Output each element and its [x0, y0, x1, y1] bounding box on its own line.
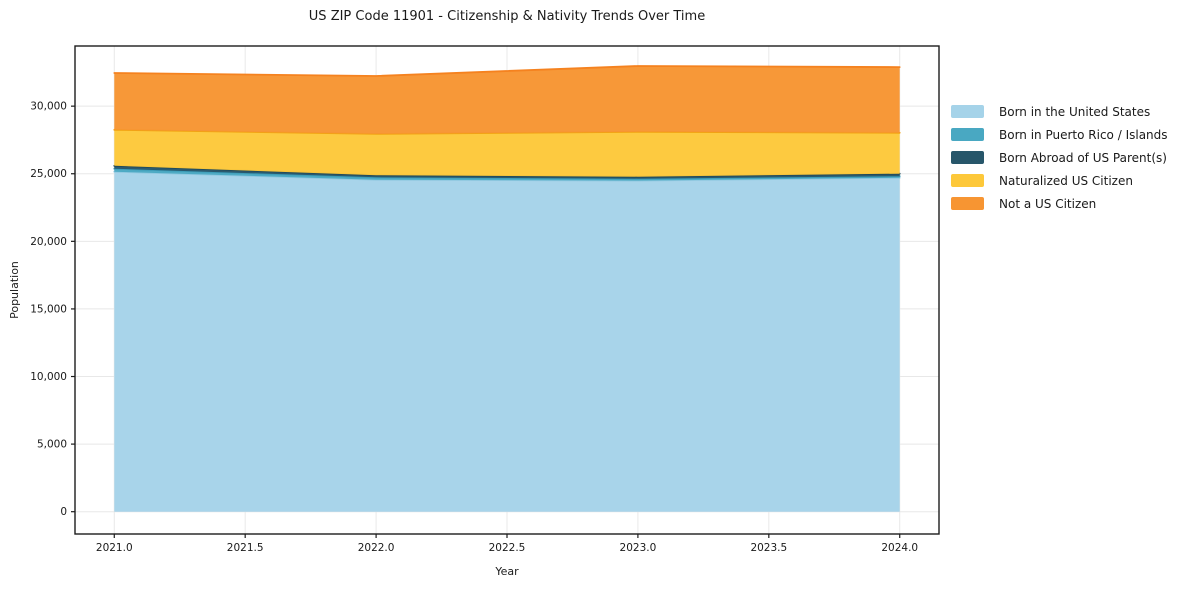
legend: Born in the United States Born in Puerto … — [951, 100, 1168, 215]
x-tick-label: 2021.5 — [227, 542, 264, 554]
legend-label: Not a US Citizen — [999, 196, 1097, 211]
chart-title: US ZIP Code 11901 - Citizenship & Nativi… — [308, 9, 706, 24]
legend-item-4: Not a US Citizen — [951, 192, 1168, 215]
y-tick-label: 30,000 — [30, 101, 67, 113]
x-tick-label: 2021.0 — [96, 542, 133, 554]
legend-label: Born in Puerto Rico / Islands — [999, 127, 1168, 142]
area-series-3 — [114, 129, 900, 177]
x-tick-label: 2022.5 — [489, 542, 526, 554]
area-series-1 — [114, 168, 900, 181]
y-tick-label: 15,000 — [30, 303, 67, 315]
x-tick-label: 2023.0 — [620, 542, 657, 554]
x-tick-label: 2024.0 — [881, 542, 918, 554]
area-series-0 — [114, 171, 900, 512]
legend-swatch-icon — [951, 197, 984, 210]
legend-item-2: Born Abroad of US Parent(s) — [951, 146, 1168, 169]
area-series-4 — [114, 66, 900, 134]
legend-label: Born Abroad of US Parent(s) — [999, 150, 1167, 165]
y-tick-label: 5,000 — [37, 439, 67, 451]
legend-label: Naturalized US Citizen — [999, 173, 1133, 188]
legend-swatch-icon — [951, 128, 984, 141]
legend-item-0: Born in the United States — [951, 100, 1168, 123]
y-tick-label: 20,000 — [30, 236, 67, 248]
y-axis-label: Population — [8, 261, 21, 319]
y-tick-label: 0 — [60, 506, 67, 518]
legend-label: Born in the United States — [999, 104, 1151, 119]
x-tick-label: 2022.0 — [358, 542, 395, 554]
x-axis-label: Year — [495, 565, 519, 578]
legend-swatch-icon — [951, 105, 984, 118]
y-tick-label: 10,000 — [30, 371, 67, 383]
legend-item-3: Naturalized US Citizen — [951, 169, 1168, 192]
line-series-4 — [113, 65, 901, 77]
legend-swatch-icon — [951, 174, 984, 187]
legend-swatch-icon — [951, 151, 984, 164]
legend-item-1: Born in Puerto Rico / Islands — [951, 123, 1168, 146]
y-tick-label: 25,000 — [30, 168, 67, 180]
x-tick-label: 2023.5 — [750, 542, 787, 554]
